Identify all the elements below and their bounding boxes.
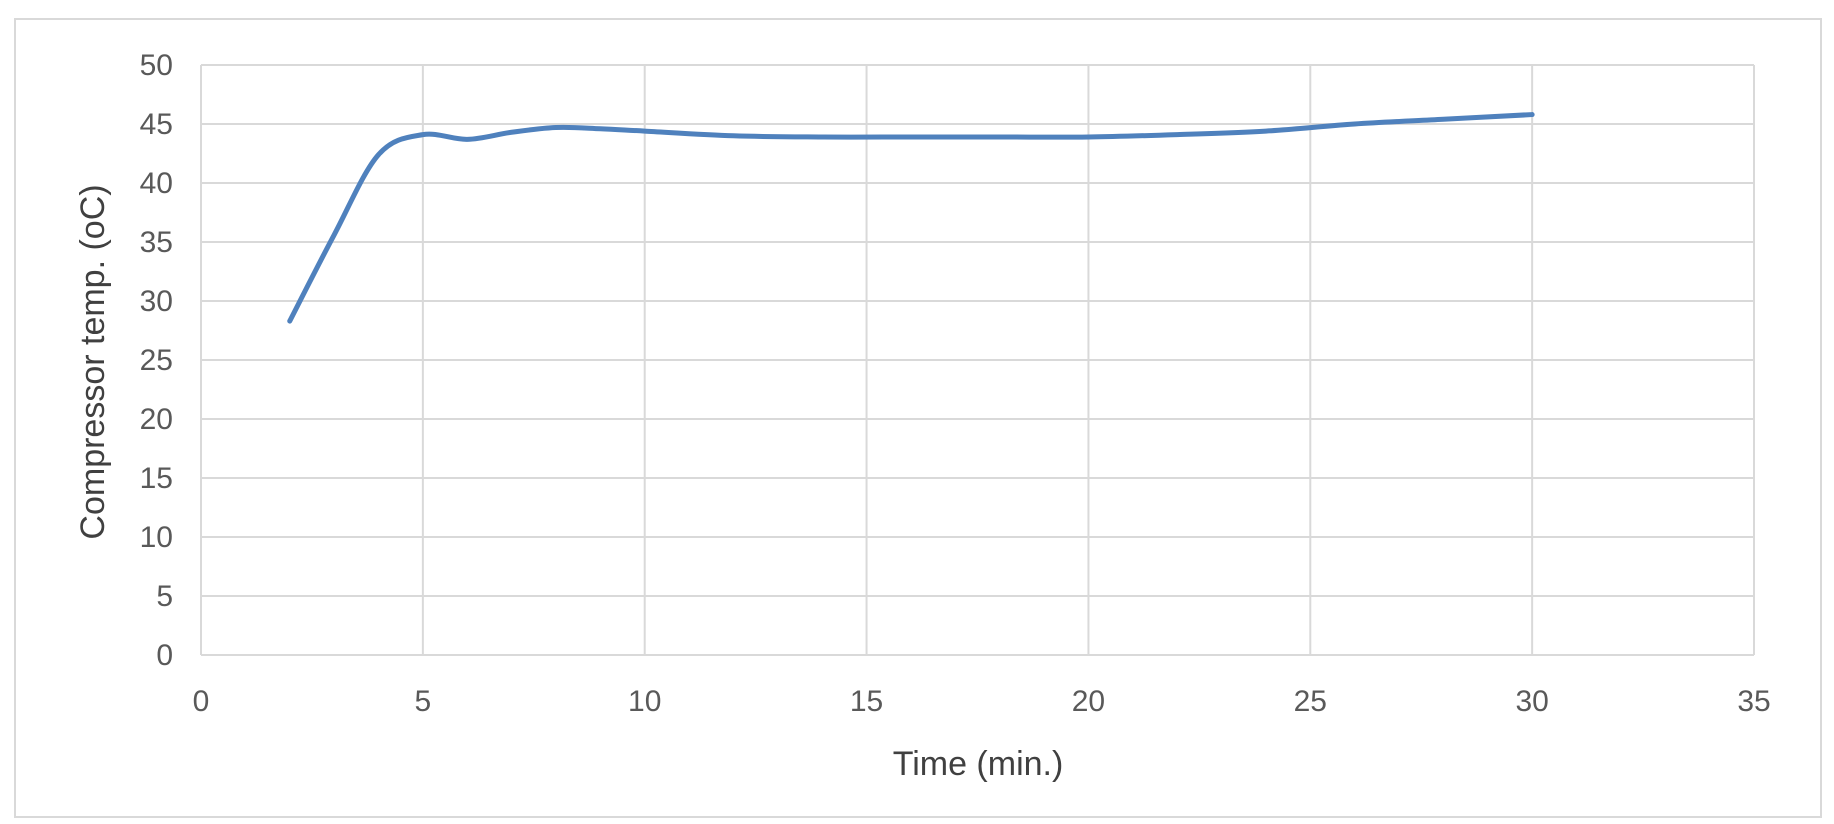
x-tick-label: 20: [1072, 685, 1105, 718]
x-tick-label: 30: [1515, 685, 1548, 718]
y-tick-label: 0: [156, 639, 173, 672]
y-tick-label: 15: [140, 462, 173, 495]
series-line: [287, 112, 1535, 324]
x-tick-label: 25: [1294, 685, 1327, 718]
grid-lines: [200, 64, 1755, 656]
data-series: [287, 112, 1535, 324]
y-tick-label: 25: [140, 344, 173, 377]
x-tick-label: 15: [850, 685, 883, 718]
x-tick-label: 35: [1737, 685, 1770, 718]
tick-labels: 0 5 10 15 20 25 30 35 40 45 50 0 5 10 15 20 25 30 35: [140, 49, 1771, 718]
y-tick-label: 30: [140, 285, 173, 318]
x-tick-label: 5: [415, 685, 432, 718]
y-tick-label: 35: [140, 226, 173, 259]
y-tick-label: 40: [140, 167, 173, 200]
y-tick-label: 10: [140, 521, 173, 554]
x-tick-label: 10: [628, 685, 661, 718]
y-tick-label: 45: [140, 108, 173, 141]
y-tick-label: 50: [140, 49, 173, 82]
y-tick-label: 20: [140, 403, 173, 436]
x-axis-title: Time (min.): [893, 745, 1064, 783]
x-tick-label: 0: [193, 685, 210, 718]
y-tick-label: 5: [156, 580, 173, 613]
y-axis-title: Compressor temp. (oC): [74, 184, 112, 539]
